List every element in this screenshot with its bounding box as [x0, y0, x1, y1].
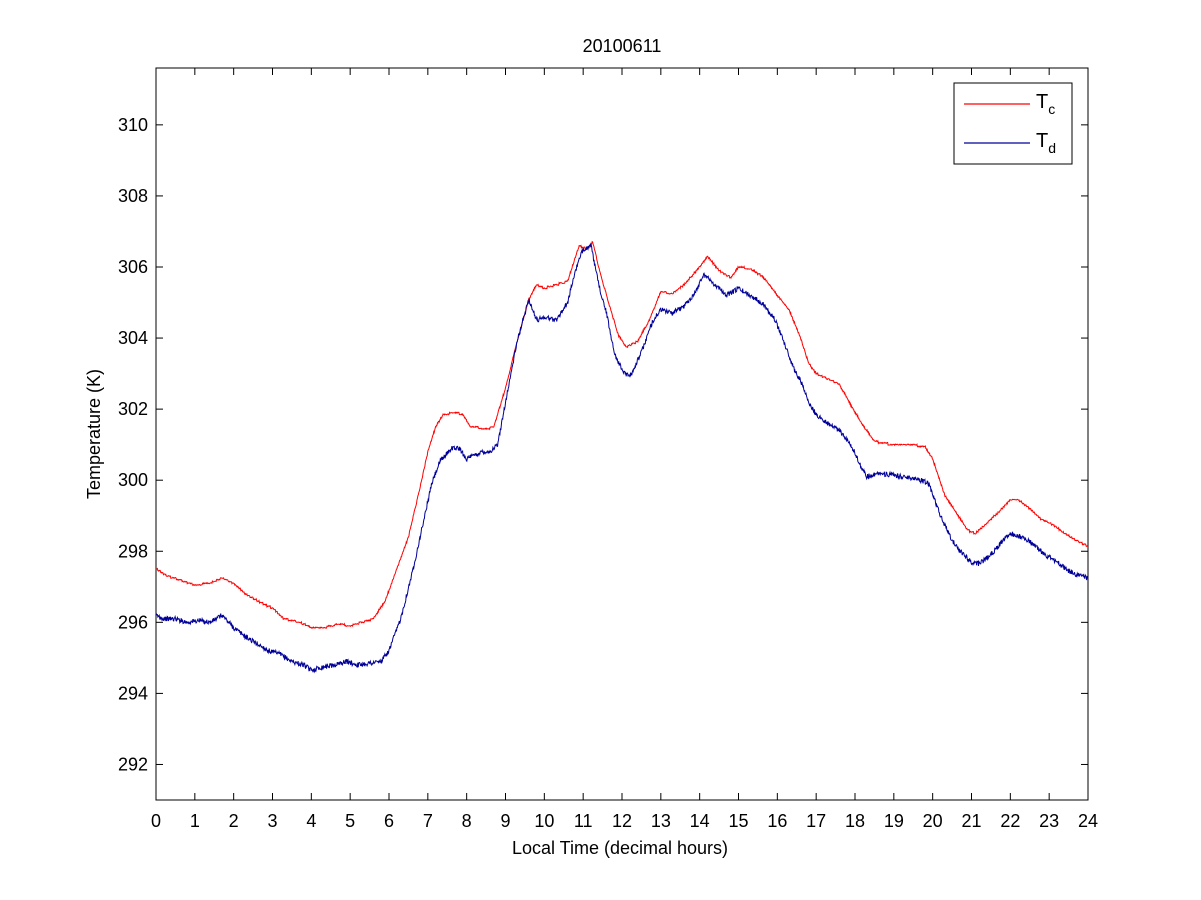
x-tick-label: 13 [651, 811, 671, 831]
x-tick-label: 5 [345, 811, 355, 831]
y-tick-label: 294 [118, 683, 148, 703]
legend-box [953, 82, 1073, 165]
x-tick-label: 9 [500, 811, 510, 831]
y-tick-label: 310 [118, 115, 148, 135]
x-tick-label: 22 [1000, 811, 1020, 831]
x-axis-ticks: 0 1 2 3 4 5 6 7 8 9 10 11 12 13 14 15 16 17 18 19 20 21 22 23 24 [151, 68, 1098, 831]
legend-label-tc: Tc [1036, 91, 1055, 117]
x-tick-label: 18 [845, 811, 865, 831]
y-tick-label: 306 [118, 257, 148, 277]
x-tick-label: 1 [190, 811, 200, 831]
series-line-td [155, 243, 1089, 674]
plot-area [155, 67, 1089, 801]
legend-label-td: Td [1036, 130, 1056, 156]
series-line-tc [155, 240, 1089, 629]
x-tick-label: 14 [690, 811, 710, 831]
legend: Tc Td [953, 82, 1073, 165]
y-tick-label: 296 [118, 612, 148, 632]
x-tick-label: 17 [806, 811, 826, 831]
x-tick-label: 20 [923, 811, 943, 831]
y-tick-label: 292 [118, 754, 148, 774]
x-tick-label: 12 [612, 811, 632, 831]
chart-title: 20100611 [583, 36, 662, 56]
x-tick-label: 11 [574, 811, 593, 831]
x-tick-label: 10 [534, 811, 554, 831]
x-tick-label: 19 [884, 811, 904, 831]
x-tick-label: 0 [151, 811, 161, 831]
x-tick-label: 24 [1078, 811, 1098, 831]
y-tick-label: 298 [118, 541, 148, 561]
y-tick-label: 304 [118, 328, 148, 348]
x-tick-label: 23 [1039, 811, 1059, 831]
y-tick-label: 300 [118, 470, 148, 490]
x-axis-label: Local Time (decimal hours) [512, 838, 728, 858]
x-tick-label: 16 [767, 811, 787, 831]
y-axis-ticks: 292 294 296 298 300 302 304 306 308 310 [118, 115, 1088, 774]
x-tick-label: 6 [384, 811, 394, 831]
series-layer [155, 240, 1089, 674]
y-axis-label: Temperature (K) [84, 369, 104, 499]
x-tick-label: 15 [728, 811, 748, 831]
x-tick-label: 7 [423, 811, 433, 831]
x-tick-label: 4 [306, 811, 316, 831]
y-tick-label: 308 [118, 186, 148, 206]
x-tick-label: 2 [229, 811, 239, 831]
y-tick-label: 302 [118, 399, 148, 419]
x-tick-label: 21 [961, 811, 981, 831]
x-tick-label: 3 [267, 811, 277, 831]
x-tick-label: 8 [462, 811, 472, 831]
